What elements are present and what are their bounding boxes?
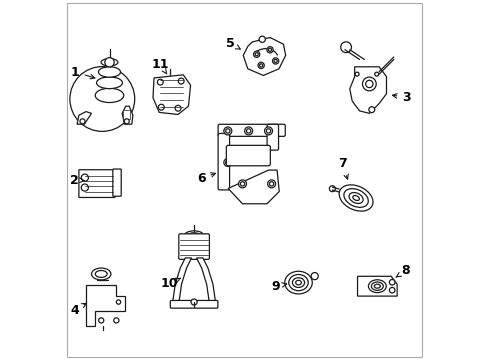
Polygon shape bbox=[243, 37, 285, 76]
Ellipse shape bbox=[284, 271, 312, 294]
Circle shape bbox=[225, 160, 229, 165]
Circle shape bbox=[340, 42, 351, 53]
FancyBboxPatch shape bbox=[218, 124, 285, 136]
Ellipse shape bbox=[343, 189, 367, 207]
FancyBboxPatch shape bbox=[266, 124, 278, 150]
Circle shape bbox=[178, 78, 183, 84]
Polygon shape bbox=[153, 75, 190, 114]
Circle shape bbox=[388, 287, 394, 293]
Circle shape bbox=[365, 80, 372, 87]
Polygon shape bbox=[77, 112, 91, 124]
Ellipse shape bbox=[188, 233, 200, 238]
Ellipse shape bbox=[367, 280, 386, 293]
Ellipse shape bbox=[374, 284, 380, 288]
Ellipse shape bbox=[96, 77, 122, 89]
Text: 2: 2 bbox=[70, 174, 84, 186]
Circle shape bbox=[191, 299, 197, 305]
Ellipse shape bbox=[98, 67, 120, 77]
Ellipse shape bbox=[95, 88, 123, 103]
Circle shape bbox=[267, 180, 275, 188]
Circle shape bbox=[259, 64, 262, 67]
Circle shape bbox=[362, 77, 375, 91]
Ellipse shape bbox=[292, 278, 304, 287]
Text: 1: 1 bbox=[71, 66, 95, 79]
Circle shape bbox=[374, 72, 378, 76]
Circle shape bbox=[80, 119, 85, 124]
Text: 3: 3 bbox=[392, 91, 410, 104]
Circle shape bbox=[224, 127, 231, 135]
Circle shape bbox=[240, 182, 244, 186]
Circle shape bbox=[310, 273, 318, 280]
Circle shape bbox=[268, 48, 271, 51]
Circle shape bbox=[354, 72, 358, 76]
Circle shape bbox=[158, 104, 164, 110]
Text: 9: 9 bbox=[271, 280, 286, 293]
FancyBboxPatch shape bbox=[179, 234, 209, 259]
Polygon shape bbox=[357, 276, 396, 296]
FancyBboxPatch shape bbox=[113, 169, 121, 196]
FancyBboxPatch shape bbox=[123, 110, 129, 119]
Circle shape bbox=[124, 119, 129, 124]
Circle shape bbox=[175, 105, 181, 111]
Polygon shape bbox=[196, 258, 215, 302]
Ellipse shape bbox=[70, 67, 134, 131]
Polygon shape bbox=[228, 170, 279, 204]
Ellipse shape bbox=[348, 193, 363, 203]
Polygon shape bbox=[122, 106, 133, 124]
Ellipse shape bbox=[295, 280, 301, 285]
Circle shape bbox=[81, 174, 88, 181]
FancyBboxPatch shape bbox=[218, 134, 229, 190]
Circle shape bbox=[266, 129, 270, 133]
Circle shape bbox=[104, 58, 114, 67]
Circle shape bbox=[99, 318, 103, 323]
Circle shape bbox=[157, 79, 163, 85]
Circle shape bbox=[259, 36, 265, 42]
Text: 6: 6 bbox=[197, 172, 215, 185]
Circle shape bbox=[269, 182, 273, 186]
Circle shape bbox=[224, 158, 231, 166]
Circle shape bbox=[258, 62, 264, 68]
Ellipse shape bbox=[339, 185, 372, 211]
Circle shape bbox=[266, 47, 273, 53]
Text: 10: 10 bbox=[160, 277, 180, 290]
Ellipse shape bbox=[371, 282, 383, 291]
Ellipse shape bbox=[91, 268, 111, 280]
Text: 5: 5 bbox=[225, 37, 240, 50]
Ellipse shape bbox=[288, 275, 307, 291]
Polygon shape bbox=[79, 170, 120, 197]
Polygon shape bbox=[349, 67, 386, 113]
Polygon shape bbox=[86, 285, 125, 326]
FancyBboxPatch shape bbox=[170, 301, 218, 308]
Text: 8: 8 bbox=[395, 264, 409, 277]
Text: 4: 4 bbox=[70, 303, 86, 317]
Text: 11: 11 bbox=[152, 58, 169, 74]
Text: 7: 7 bbox=[337, 157, 347, 179]
Circle shape bbox=[225, 129, 229, 133]
Ellipse shape bbox=[352, 195, 359, 201]
Circle shape bbox=[329, 186, 335, 192]
Ellipse shape bbox=[95, 270, 107, 278]
Circle shape bbox=[81, 184, 88, 191]
FancyBboxPatch shape bbox=[226, 145, 270, 166]
Polygon shape bbox=[172, 258, 191, 302]
Circle shape bbox=[272, 58, 278, 64]
Circle shape bbox=[255, 53, 258, 56]
Circle shape bbox=[116, 300, 121, 304]
Circle shape bbox=[264, 127, 272, 135]
Ellipse shape bbox=[101, 59, 118, 66]
Circle shape bbox=[238, 180, 246, 188]
Ellipse shape bbox=[184, 231, 203, 240]
Circle shape bbox=[253, 51, 259, 57]
Circle shape bbox=[246, 129, 250, 133]
Circle shape bbox=[368, 107, 374, 113]
Circle shape bbox=[273, 59, 277, 63]
Circle shape bbox=[114, 318, 119, 323]
Circle shape bbox=[388, 279, 394, 285]
Circle shape bbox=[244, 127, 252, 135]
